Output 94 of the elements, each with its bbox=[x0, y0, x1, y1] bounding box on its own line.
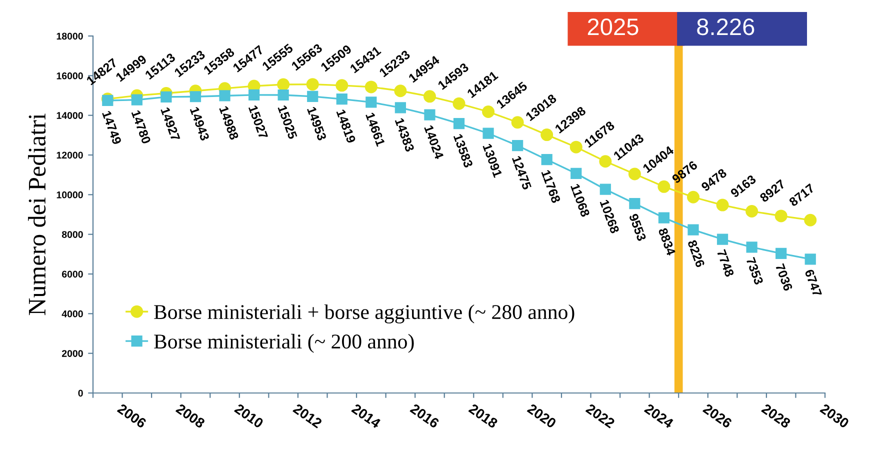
y-tick-label: 4000 bbox=[62, 310, 83, 318]
point bbox=[628, 168, 641, 180]
point bbox=[482, 105, 495, 118]
point bbox=[452, 97, 466, 110]
point bbox=[277, 78, 290, 91]
y-tick-label: 12000 bbox=[56, 152, 83, 159]
point bbox=[599, 155, 612, 168]
y-tick-label: 14000 bbox=[56, 112, 83, 119]
data-label: 14383 bbox=[394, 118, 415, 152]
point bbox=[746, 242, 758, 253]
y-tick-label: 10000 bbox=[56, 191, 83, 198]
point bbox=[424, 109, 436, 120]
x-tick-label: 2016 bbox=[410, 403, 440, 429]
data-label: 15025 bbox=[278, 104, 298, 140]
text: 8.226 bbox=[697, 18, 754, 36]
point bbox=[658, 180, 670, 193]
point bbox=[746, 205, 758, 218]
x-tick-label: 2024 bbox=[644, 403, 674, 429]
point bbox=[366, 96, 377, 108]
point bbox=[306, 78, 319, 91]
x-tick-label: 2008 bbox=[175, 403, 206, 429]
data-label: 12475 bbox=[512, 156, 532, 190]
data-label: 9553 bbox=[628, 213, 646, 242]
point bbox=[804, 254, 816, 265]
data-label: 15027 bbox=[248, 104, 268, 140]
point bbox=[190, 91, 202, 102]
point bbox=[658, 212, 670, 224]
x-tick-label: 2018 bbox=[468, 403, 498, 429]
y-tick-label: 18000 bbox=[56, 32, 83, 40]
data-label: 7036 bbox=[775, 263, 793, 292]
point bbox=[774, 210, 788, 222]
data-label: 8834 bbox=[658, 227, 676, 256]
point bbox=[686, 190, 700, 204]
x-tick-label: 2006 bbox=[116, 403, 147, 429]
point bbox=[540, 128, 554, 142]
point bbox=[160, 91, 172, 103]
data-label: 14943 bbox=[190, 106, 210, 142]
point bbox=[423, 90, 436, 103]
data-label: 13583 bbox=[453, 134, 474, 168]
data-label: 11768 bbox=[541, 170, 561, 204]
y-tick-label: 6000 bbox=[62, 270, 83, 278]
point bbox=[716, 234, 728, 245]
x-tick-label: 2026 bbox=[702, 403, 733, 429]
point bbox=[804, 214, 817, 226]
legend-label: Borse ministeriali (~ 200 anno) bbox=[154, 334, 414, 353]
data-label: 6747 bbox=[804, 268, 822, 298]
point bbox=[453, 118, 465, 130]
data-label: 14988 bbox=[219, 106, 239, 140]
point bbox=[570, 140, 582, 154]
point bbox=[482, 128, 494, 139]
x-tick-label: 2028 bbox=[760, 403, 792, 429]
data-label: 11068 bbox=[570, 183, 590, 218]
data-label: 7748 bbox=[716, 249, 734, 278]
point bbox=[629, 198, 640, 210]
ref-line-label: 2025 bbox=[588, 18, 638, 36]
point bbox=[600, 184, 611, 195]
y-tick-label: 2000 bbox=[62, 350, 83, 357]
point bbox=[394, 84, 407, 98]
point bbox=[541, 154, 552, 166]
y-axis-title: Numero dei Pediatri bbox=[28, 114, 46, 316]
data-label: 8226 bbox=[687, 239, 705, 268]
point bbox=[131, 94, 142, 106]
point bbox=[394, 102, 406, 114]
point bbox=[336, 79, 348, 92]
point bbox=[219, 90, 230, 102]
y-tick-label: 8000 bbox=[62, 231, 83, 238]
data-label: 14780 bbox=[131, 110, 152, 144]
point bbox=[570, 168, 582, 180]
x-tick-label: 2010 bbox=[234, 403, 264, 428]
point bbox=[776, 248, 787, 260]
point bbox=[716, 198, 729, 212]
point bbox=[688, 224, 699, 236]
point bbox=[364, 80, 378, 94]
x-tick-label: 2030 bbox=[820, 403, 850, 428]
data-label: 14661 bbox=[366, 112, 386, 147]
data-label: 14819 bbox=[336, 109, 356, 144]
x-tick-label: 2014 bbox=[351, 403, 382, 429]
point bbox=[336, 94, 348, 105]
point bbox=[512, 140, 524, 152]
y-tick-label: 0 bbox=[78, 390, 83, 397]
data-label: 13091 bbox=[482, 143, 502, 178]
data-label: 14927 bbox=[160, 106, 180, 142]
point bbox=[248, 89, 260, 101]
point bbox=[278, 89, 289, 101]
data-label: 14024 bbox=[424, 124, 444, 160]
point bbox=[511, 116, 524, 129]
legend-label: Borse ministeriali + borse aggiuntive (~ 280 anno) bbox=[154, 304, 574, 324]
data-label: 14749 bbox=[102, 110, 122, 145]
x-tick-label: 2020 bbox=[526, 403, 557, 428]
y-tick-label: 16000 bbox=[56, 72, 83, 80]
data-label: 14953 bbox=[306, 106, 327, 141]
data-label: 7353 bbox=[746, 256, 764, 286]
point bbox=[307, 90, 318, 102]
data-label: 10268 bbox=[600, 199, 620, 234]
